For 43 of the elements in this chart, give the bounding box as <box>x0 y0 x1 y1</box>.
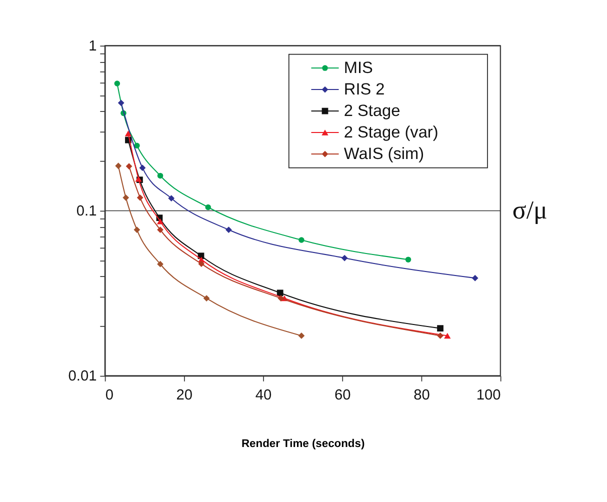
y-tick-label: 0.1 <box>76 203 97 220</box>
point <box>198 260 205 268</box>
x-tick-label: 20 <box>176 387 193 404</box>
legend-label: RIS 2 <box>344 80 385 99</box>
point <box>298 332 305 339</box>
point <box>437 325 444 332</box>
x-tick-label: 100 <box>476 387 501 404</box>
point <box>205 204 211 210</box>
x-tick-label: 60 <box>334 387 351 404</box>
point <box>124 130 132 136</box>
point <box>157 172 164 179</box>
point <box>139 164 146 172</box>
point <box>157 226 164 233</box>
x-tick-label: 80 <box>414 387 430 404</box>
point <box>405 256 412 262</box>
legend-label: MIS <box>344 59 374 78</box>
point <box>156 218 164 224</box>
point <box>341 254 348 262</box>
point <box>437 332 444 339</box>
point <box>136 194 144 201</box>
x-axis-title: Render Time (seconds) <box>241 438 365 450</box>
legend-label: 2 Stage (var) <box>344 124 438 142</box>
point <box>444 332 451 339</box>
x-tick-label: 0 <box>105 387 114 404</box>
point <box>298 237 304 243</box>
point <box>122 194 130 201</box>
y-axis-title: σ/μ <box>512 195 548 224</box>
point <box>114 80 120 86</box>
point <box>276 290 284 296</box>
x-tick-label: 40 <box>255 387 272 404</box>
point <box>115 162 122 170</box>
point <box>168 195 175 202</box>
point <box>278 295 284 302</box>
point <box>157 260 164 268</box>
y-tick-label: 0.01 <box>68 368 97 385</box>
y-tick-label: 1 <box>88 38 97 54</box>
point <box>134 226 140 233</box>
point <box>225 226 232 233</box>
legend-label: 2 Stage <box>344 102 400 120</box>
point <box>118 100 124 106</box>
point <box>472 274 478 282</box>
legend-label: WaIS (sim) <box>344 145 424 164</box>
point <box>134 142 140 149</box>
